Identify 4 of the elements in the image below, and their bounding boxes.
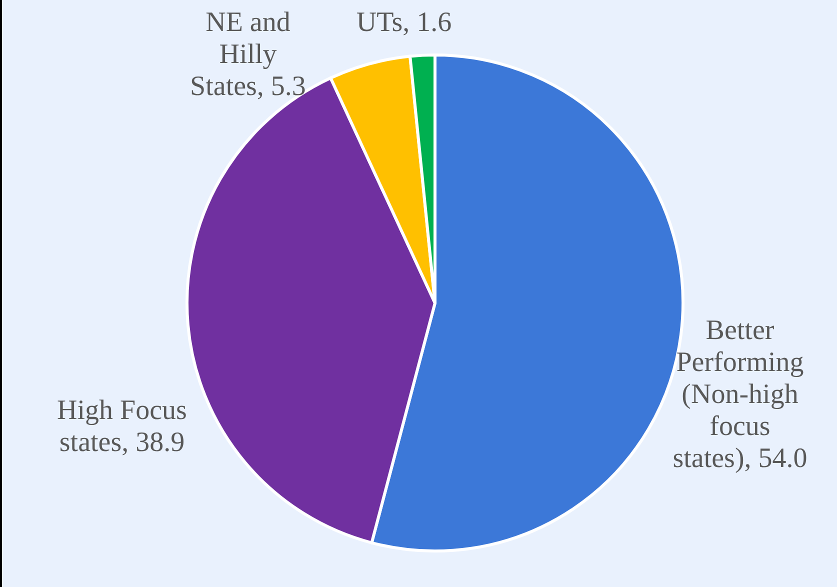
slice-label: Better Performing (Non-high focus states), 54.0: [672, 315, 808, 474]
slice-label: High Focus states, 38.9: [57, 395, 187, 458]
slice-label: UTs, 1.6: [356, 7, 452, 38]
slice-label: NE and Hilly States, 5.3: [190, 7, 306, 102]
